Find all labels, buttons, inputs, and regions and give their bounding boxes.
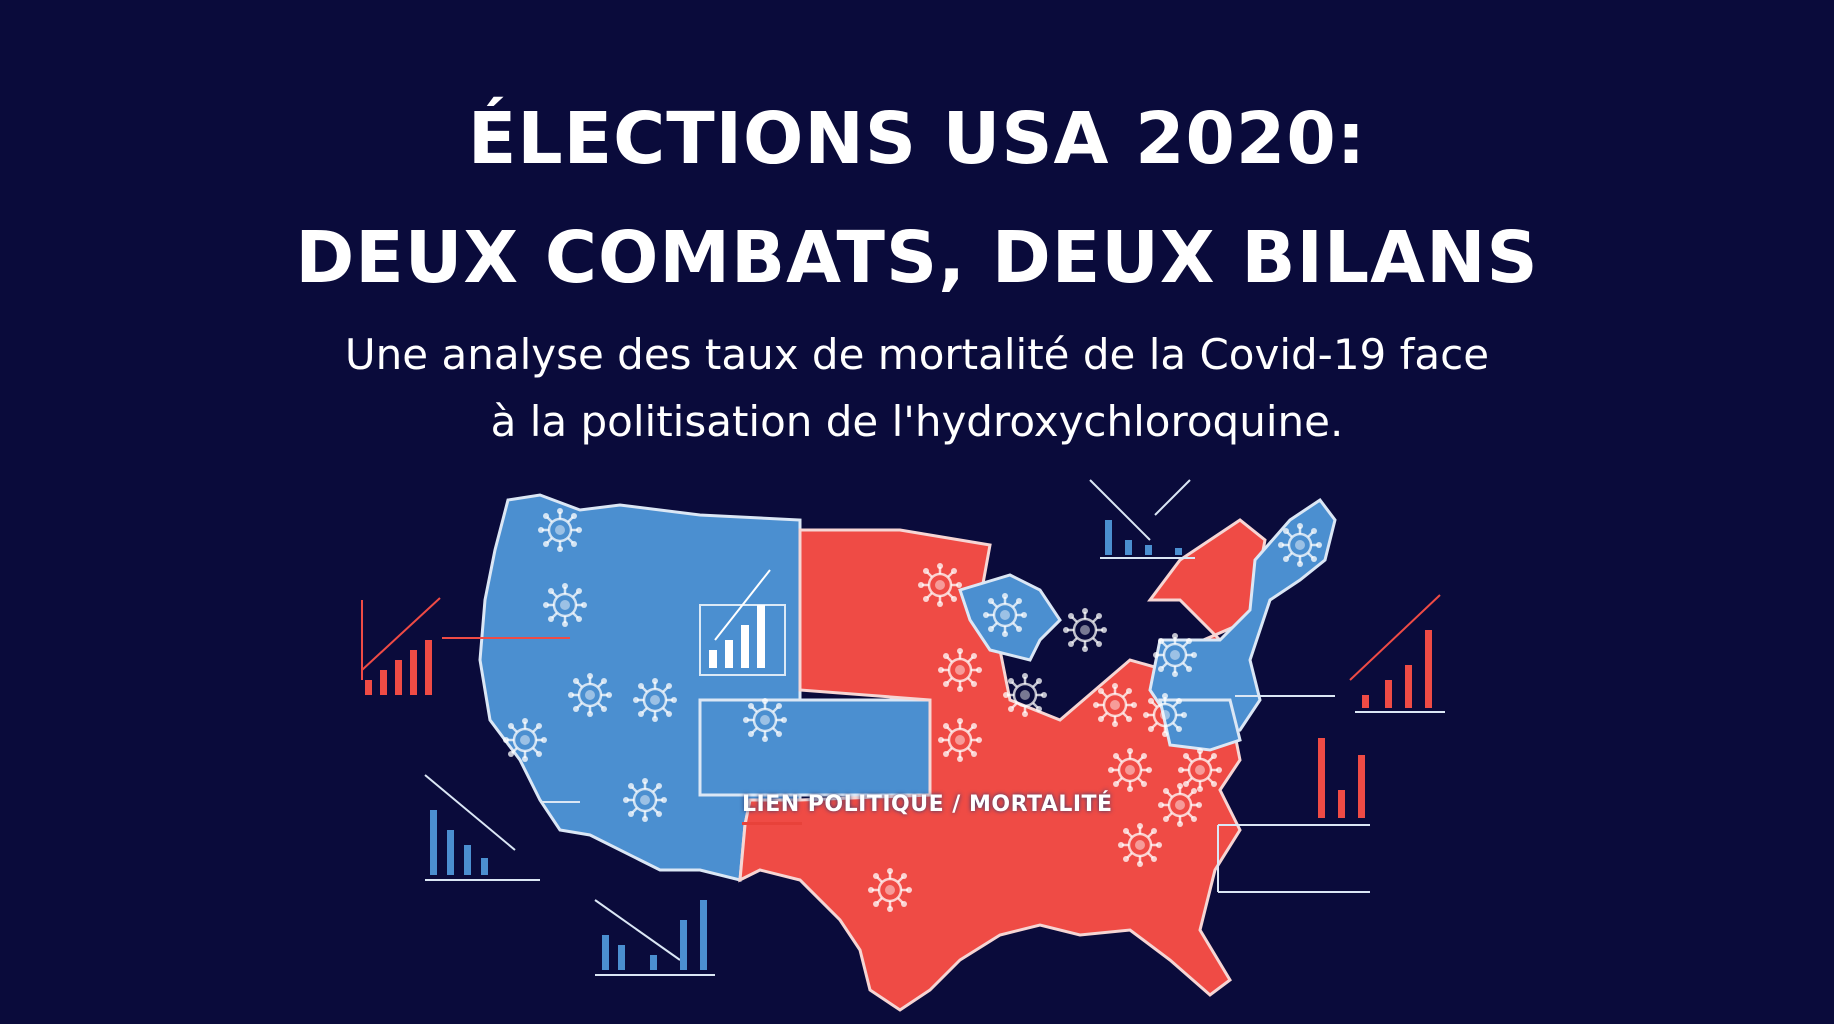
bar-chart-icon-left-top: [361, 597, 570, 695]
page-title-line-2: DEUX COMBATS, DEUX BILANS: [295, 216, 1539, 299]
bar-chart-icon-map-center: [699, 569, 786, 676]
bar-chart-icon-right-lower: [1217, 738, 1370, 893]
blue-virginia-region: [1158, 698, 1242, 752]
blue-central-region: [698, 698, 932, 797]
subtitle-line-1: Une analyse des taux de mortalité de la …: [344, 330, 1490, 379]
map-label: LIEN POLITIQUE / MORTALITÉ: [742, 792, 1113, 817]
bar-chart-icon-top-right: [1089, 479, 1195, 559]
bar-chart-icon-left-bottom: [424, 774, 580, 881]
bar-chart-icon-bottom-left: [594, 899, 715, 976]
blue-great-lakes-region: [958, 573, 1062, 662]
subtitle-line-2: à la politisation de l'hydroxychloroquin…: [490, 397, 1344, 446]
bar-chart-icon-right: [1235, 594, 1445, 713]
map-label-underline: [742, 822, 802, 825]
page-title-line-1: ÉLECTIONS USA 2020:: [467, 97, 1367, 180]
